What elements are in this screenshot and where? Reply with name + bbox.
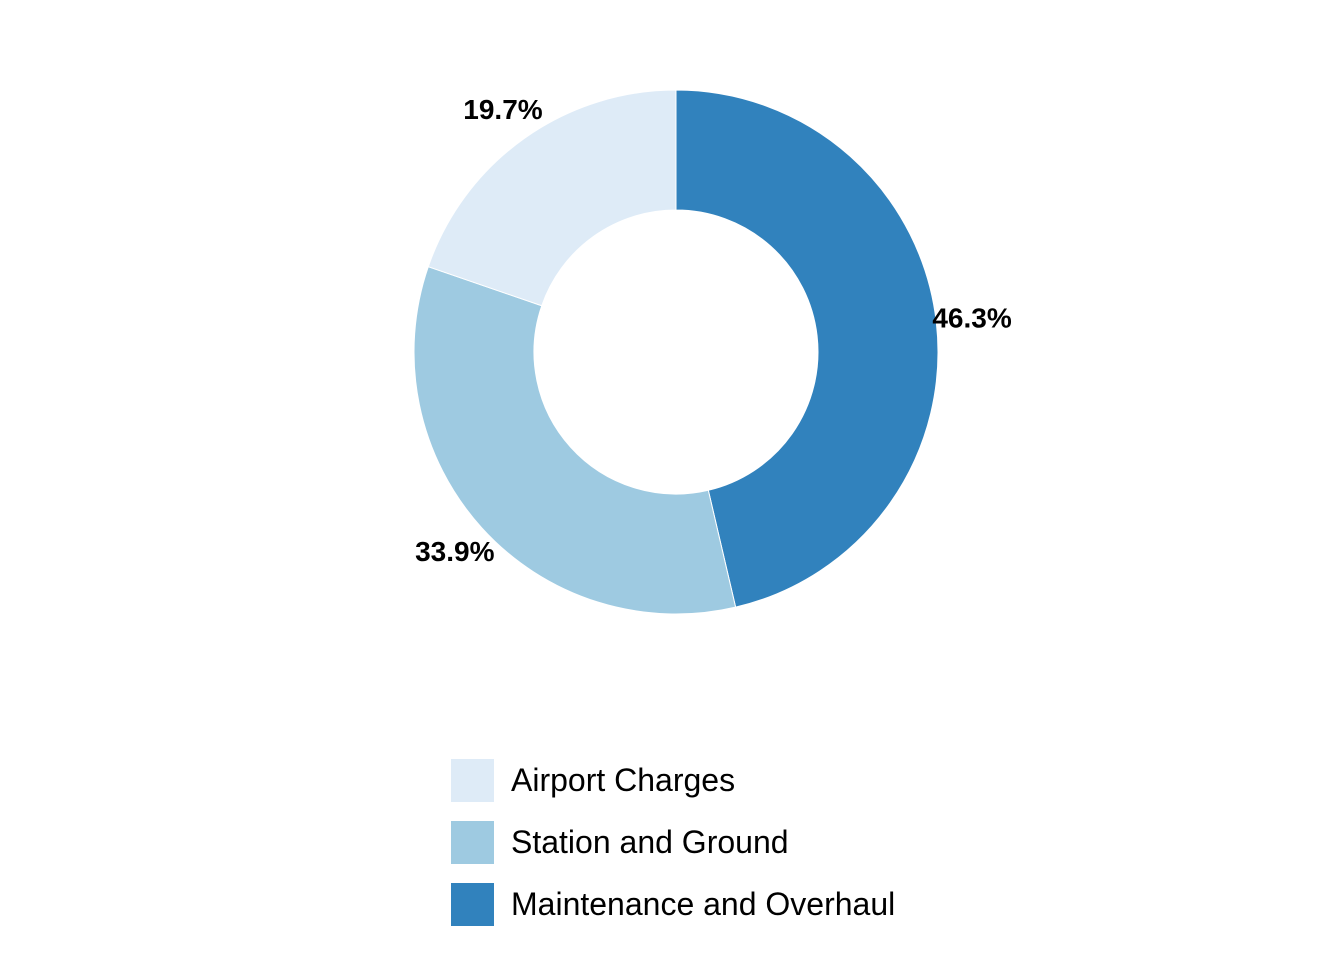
slice-station-and-ground	[413, 266, 737, 615]
slice-airport-charges	[427, 89, 677, 307]
legend-swatch-airport-charges	[451, 759, 494, 802]
legend-swatch-station-and-ground	[451, 821, 494, 864]
legend-label-maintenance-and-overhaul: Maintenance and Overhaul	[511, 886, 896, 922]
slice-label-station-and-ground: 33.9%	[415, 536, 494, 567]
legend-item-station-and-ground: Station and Ground	[451, 821, 895, 864]
legend-label-station-and-ground: Station and Ground	[511, 824, 789, 860]
legend-label-airport-charges: Airport Charges	[511, 762, 736, 798]
slice-label-maintenance-and-overhaul: 46.3%	[932, 302, 1011, 333]
legend: Airport Charges Station and Ground Maint…	[451, 759, 895, 926]
legend-item-maintenance-and-overhaul: Maintenance and Overhaul	[451, 883, 895, 926]
slice-label-airport-charges: 19.7%	[463, 94, 542, 125]
slice-labels: 46.3% 33.9% 19.7%	[415, 94, 1012, 567]
donut-slices	[413, 89, 939, 615]
legend-item-airport-charges: Airport Charges	[451, 759, 895, 802]
legend-swatch-maintenance-and-overhaul	[451, 883, 494, 926]
slice-maintenance-and-overhaul	[675, 89, 939, 608]
